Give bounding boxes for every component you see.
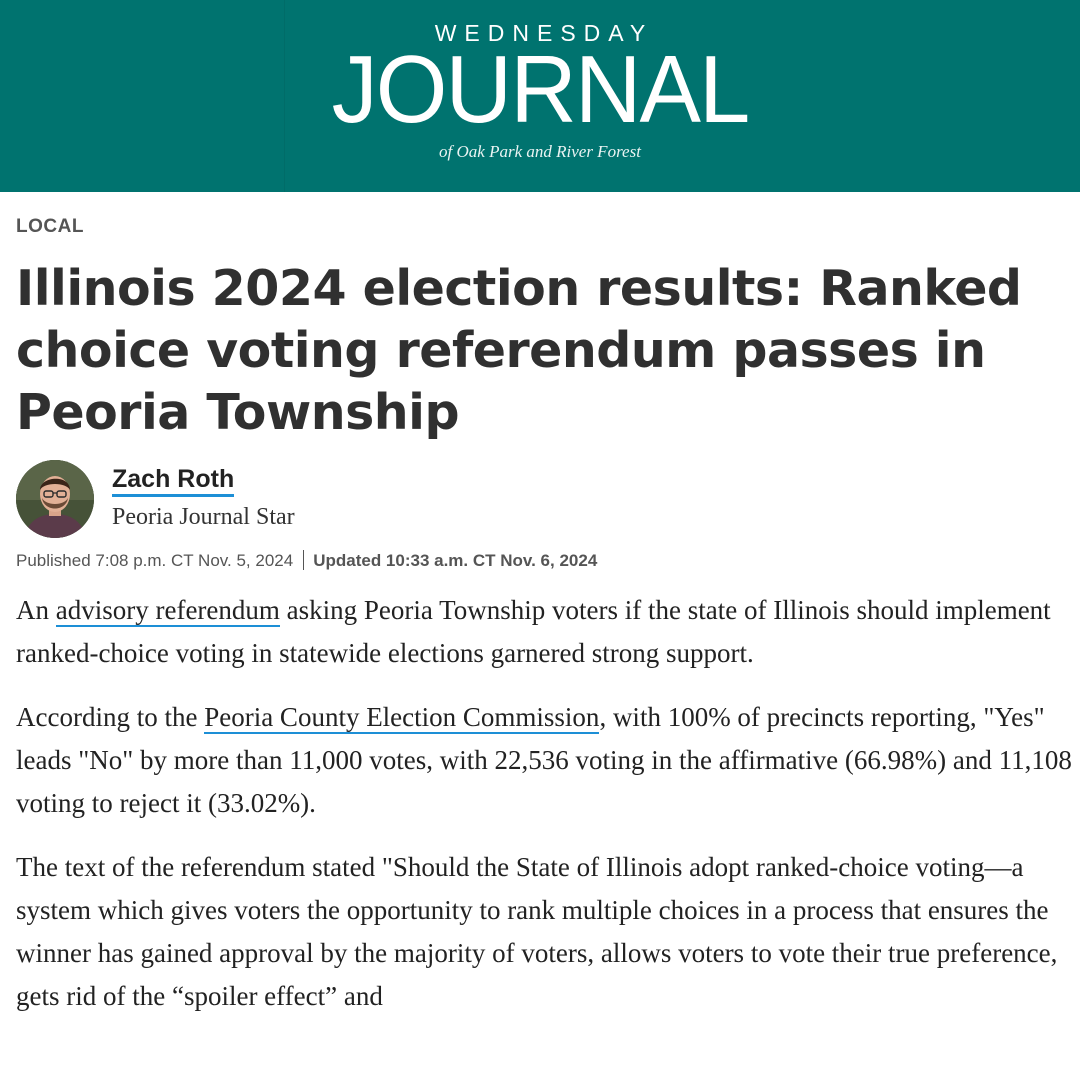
- published-date: Published 7:08 p.m. CT Nov. 5, 2024: [16, 551, 294, 570]
- section-label[interactable]: LOCAL: [16, 216, 84, 237]
- updated-date: Updated 10:33 a.m. CT Nov. 6, 2024: [313, 551, 598, 570]
- masthead-logo[interactable]: JOURNAL: [331, 36, 751, 143]
- paragraph-text: asking Peoria Township voters if the sta…: [16, 595, 1051, 668]
- author-name-link[interactable]: Zach Roth: [112, 465, 235, 497]
- author-avatar[interactable]: [16, 460, 94, 538]
- advisory-referendum-link[interactable]: advisory referendum: [55, 595, 280, 627]
- author-organization: Peoria Journal Star: [112, 504, 295, 530]
- paragraph-3: The text of the referendum stated "Shoul…: [16, 846, 1074, 1018]
- article-dates: Published 7:08 p.m. CT Nov. 5, 2024 Updat…: [16, 550, 597, 571]
- paragraph-text: According to the: [16, 702, 205, 732]
- paragraph-text: , with 100% of precincts reporting, "Yes…: [16, 702, 1072, 818]
- paragraph-text: An: [16, 595, 56, 625]
- masthead[interactable]: WEDNESDAY JOURNAL of Oak Park and River …: [0, 0, 1080, 192]
- article-body: An advisory referendum asking Peoria Tow…: [16, 589, 1074, 1039]
- masthead-seam: [284, 0, 285, 192]
- paragraph-2: According to the Peoria County Election …: [16, 696, 1074, 825]
- article-headline: Illinois 2024 election results: Ranked c…: [16, 260, 1022, 441]
- author-photo: [16, 460, 94, 538]
- masthead-tagline: of Oak Park and River Forest: [439, 142, 641, 161]
- election-commission-link[interactable]: Peoria County Election Commission: [204, 702, 600, 734]
- paragraph-1: An advisory referendum asking Peoria Tow…: [16, 589, 1074, 675]
- date-separator: [303, 550, 305, 570]
- paragraph-text: The text of the referendum stated "Shoul…: [16, 852, 1058, 1011]
- masthead-kicker: WEDNESDAY: [434, 20, 654, 46]
